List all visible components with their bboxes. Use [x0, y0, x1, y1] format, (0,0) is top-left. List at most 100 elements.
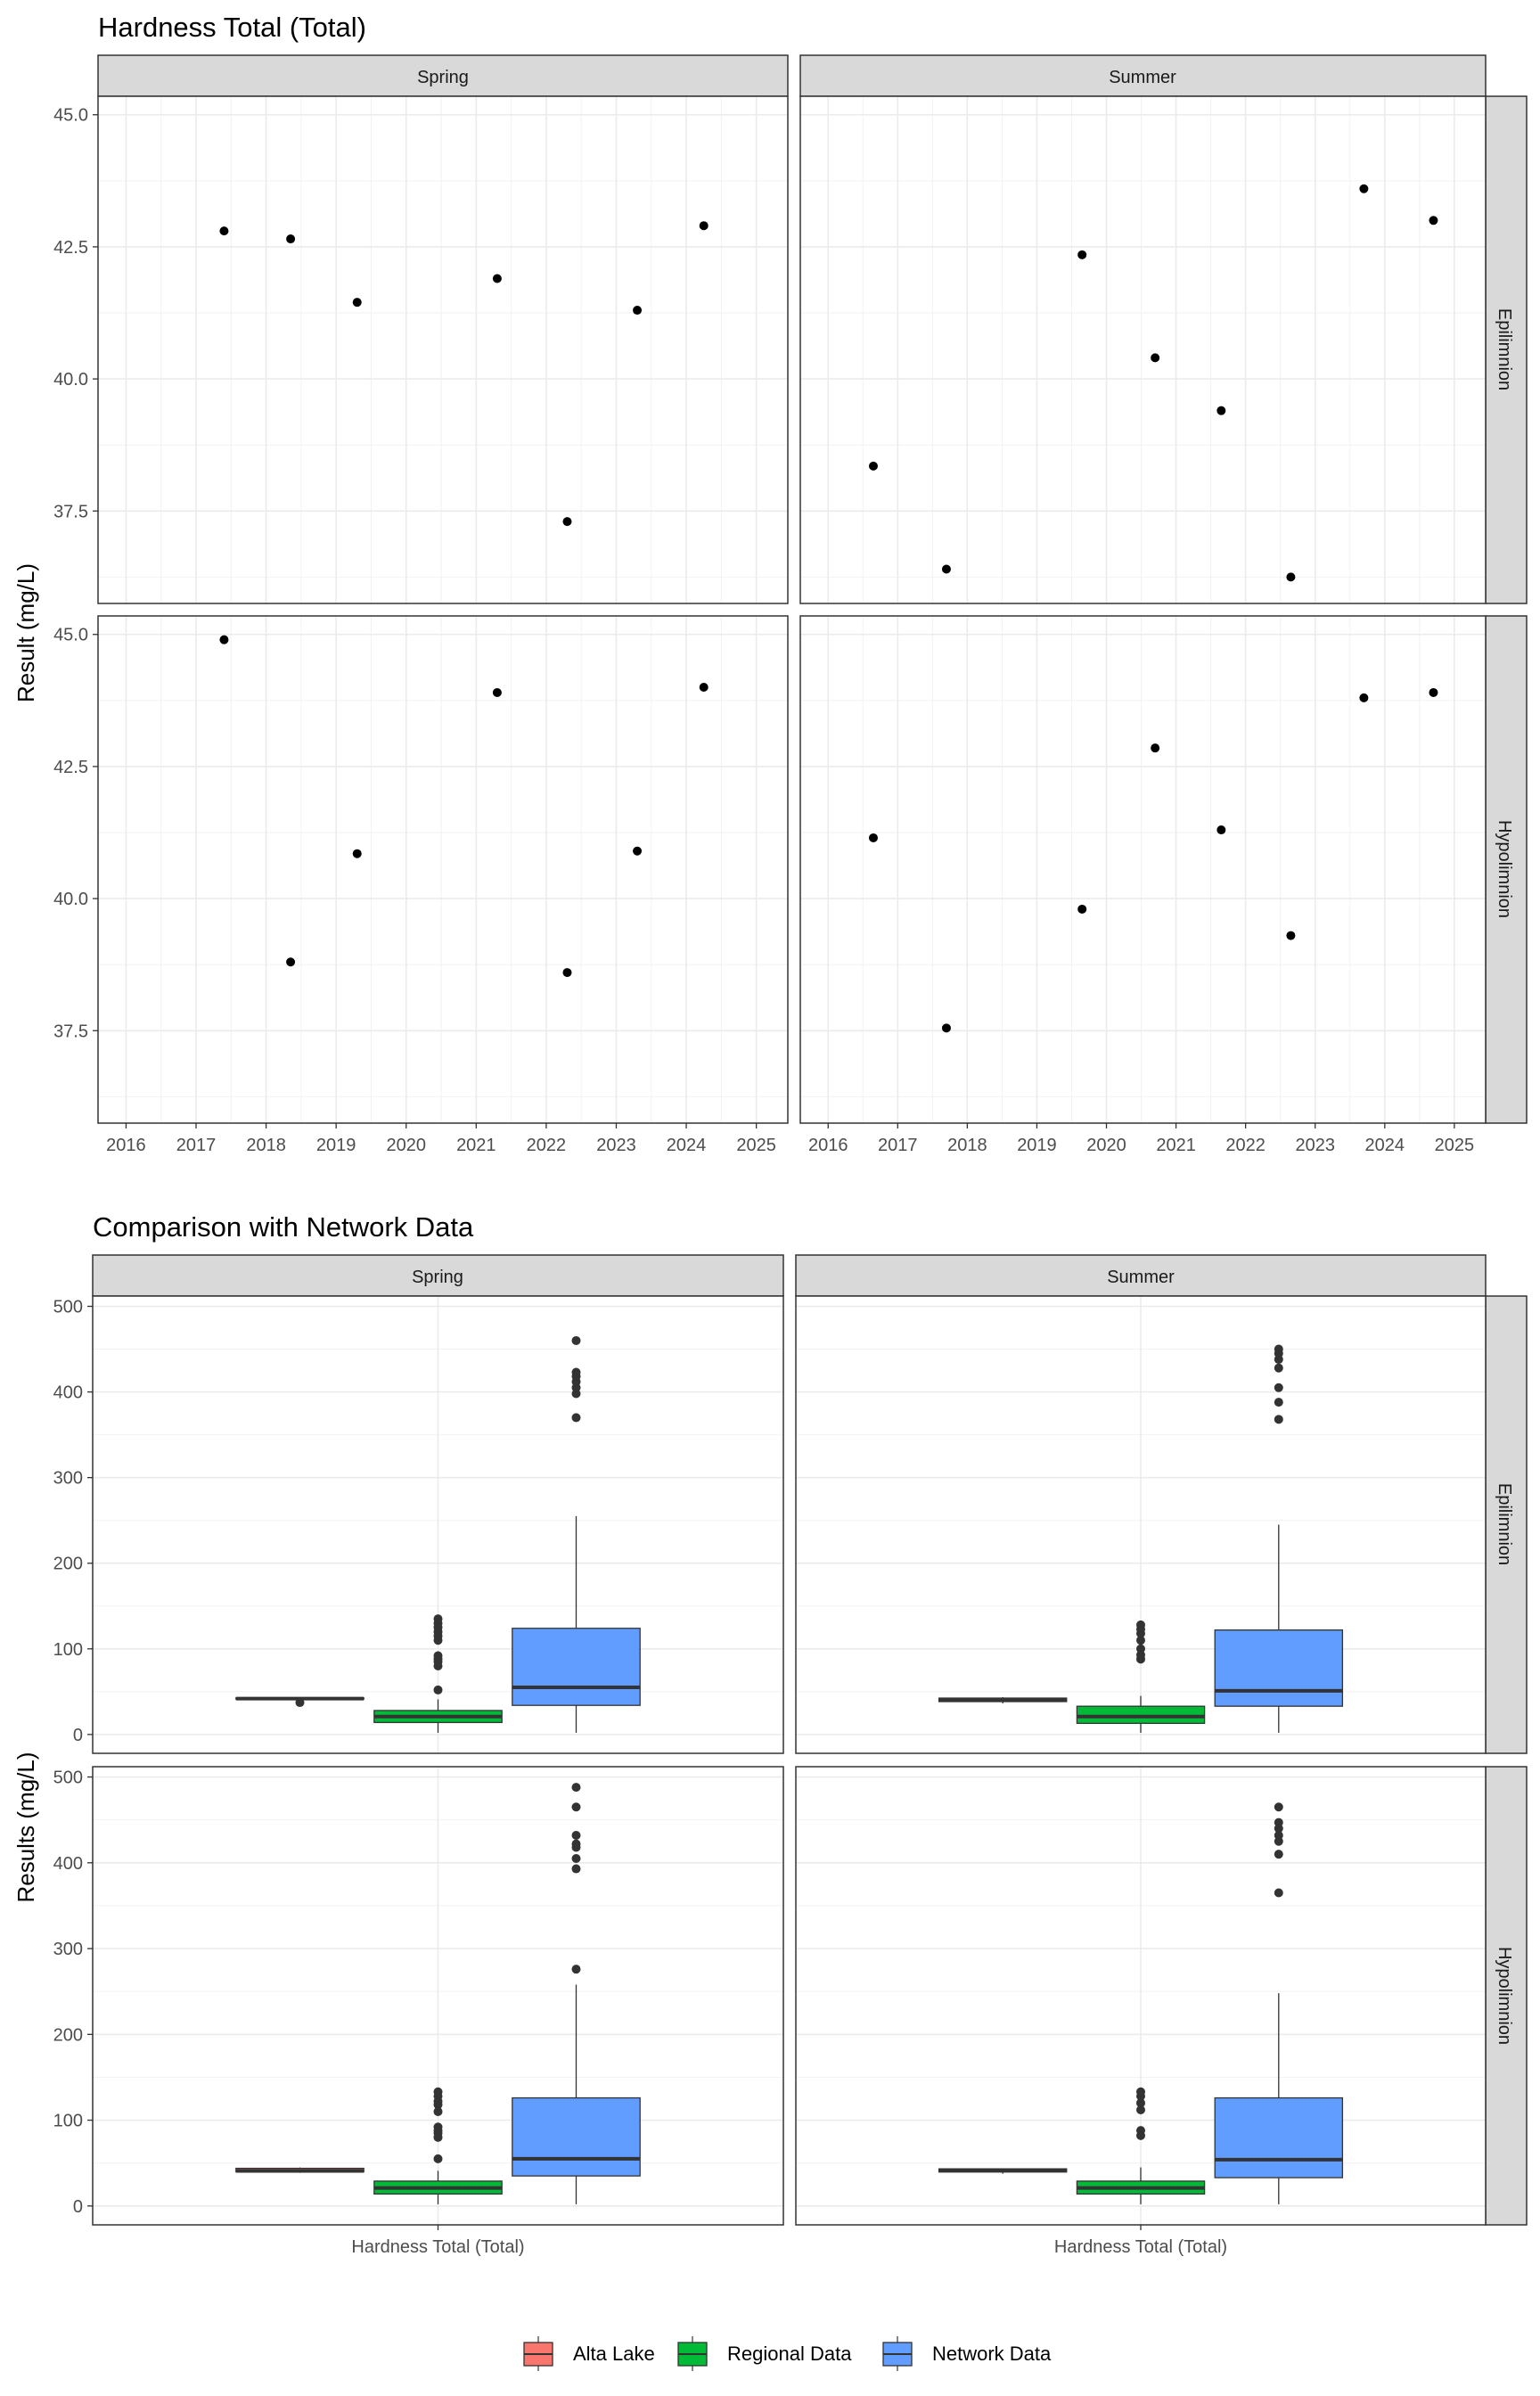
- y-tick-label: 42.5: [53, 238, 88, 258]
- outlier-point-network-data: [571, 1839, 581, 1849]
- data-point: [562, 968, 572, 978]
- outlier-point-regional-data: [1136, 1620, 1145, 1629]
- panel-summer-epilimnion: [795, 1295, 1487, 1754]
- outlier-point-network-data: [1274, 1344, 1283, 1354]
- outlier-point-network-data: [571, 1802, 581, 1812]
- x-category-label-spring: Hardness Total (Total): [351, 2237, 524, 2257]
- y-tick-label: 45.0: [53, 106, 88, 126]
- panel-border: [795, 1295, 1487, 1754]
- data-point: [868, 461, 878, 471]
- data-point: [633, 306, 643, 316]
- box-alta-lake: [938, 1696, 1068, 1703]
- x-tick-label: 2021: [456, 1136, 496, 1155]
- legend-label-alta-lake: Alta Lake: [573, 2343, 655, 2365]
- outlier-point-regional-data: [433, 2087, 443, 2096]
- panel-border: [97, 615, 789, 1124]
- strip-epilimnion: [1485, 95, 1528, 604]
- boxplot-chart: Comparison with Network Data Results (mg…: [12, 1211, 1528, 2371]
- y-tick-label: 37.5: [53, 1022, 88, 1041]
- strip-hypolimnion-label: Hypolimnion: [1495, 820, 1514, 918]
- x-tick-label: 2018: [246, 1136, 286, 1155]
- chart-title: Hardness Total (Total): [98, 12, 366, 43]
- strip-epilimnion-label: Epilimnion: [1495, 308, 1514, 390]
- outlier-point-network-data: [1274, 1398, 1283, 1407]
- box-network-data: [1214, 1344, 1344, 1733]
- outlier-point-network-data: [571, 1965, 581, 1974]
- x-tick-label: 2017: [176, 1136, 217, 1155]
- strip-hypolimnion: [1485, 615, 1528, 1124]
- y-tick-labels-hypolimnion: 0 100 200 300 400 500: [53, 1768, 83, 2217]
- data-point: [219, 226, 229, 236]
- box-alta-lake: [235, 1696, 365, 1708]
- data-point: [352, 298, 362, 308]
- box-regional-data: [1076, 2087, 1206, 2204]
- legend-label-regional-data: Regional Data: [727, 2343, 852, 2365]
- strip-summer-label: Summer: [1107, 1268, 1175, 1287]
- outlier-point-network-data: [1274, 1383, 1283, 1392]
- outlier-point-regional-data: [433, 1651, 443, 1661]
- box-body-network-data: [1214, 2096, 1344, 2179]
- x-tick-label: 2019: [316, 1136, 356, 1155]
- y-tick-labels-epilimnion: 37.5 40.0 42.5 45.0: [53, 106, 88, 522]
- data-point: [286, 234, 296, 244]
- data-point: [1286, 572, 1296, 582]
- box-regional-data: [373, 2087, 503, 2204]
- y-tick-label: 40.0: [53, 370, 88, 390]
- data-point: [1077, 904, 1087, 914]
- data-point: [219, 635, 229, 644]
- x-tick-labels-summer: 2016 2017 2018 2019 2020 2021 2022 2023 …: [808, 1136, 1474, 1155]
- data-point: [1429, 687, 1438, 697]
- outlier-point-network-data: [571, 1864, 581, 1874]
- data-point: [1216, 406, 1226, 415]
- outlier-point-network-data: [571, 1783, 581, 1793]
- box-body-network-data: [512, 2096, 641, 2177]
- box-network-data: [512, 1335, 641, 1733]
- panel-border: [799, 95, 1487, 604]
- outlier-point-network-data: [571, 1335, 581, 1345]
- y-tick-label: 100: [53, 2112, 83, 2131]
- strip-spring-label: Spring: [417, 68, 469, 87]
- y-tick-label: 40.0: [53, 890, 88, 909]
- outlier-point-network-data: [1274, 1888, 1283, 1898]
- panel-summer-hypolimnion: [799, 615, 1487, 1128]
- strip-epilimnion: [1485, 1295, 1528, 1754]
- box-regional-data: [1076, 1620, 1206, 1733]
- data-point: [941, 564, 951, 574]
- y-tick-label: 200: [53, 2025, 83, 2045]
- x-tick-label: 2024: [1365, 1136, 1405, 1155]
- outlier-point-regional-data: [1136, 1636, 1145, 1645]
- legend: Alta Lake Regional Data Network Data: [523, 2336, 1052, 2371]
- chart-title: Comparison with Network Data: [93, 1211, 474, 1243]
- x-tick-label: 2017: [878, 1136, 918, 1155]
- strip-spring: [97, 54, 789, 97]
- panel-background: [800, 616, 1486, 1123]
- data-point: [286, 957, 296, 967]
- y-tick-label: 0: [73, 1726, 83, 1745]
- panel-border: [92, 1295, 784, 1754]
- outlier-point-network-data: [571, 1367, 581, 1377]
- outlier-point-regional-data: [1136, 1644, 1145, 1653]
- y-tick-label: 400: [53, 1383, 83, 1403]
- data-point: [1286, 931, 1296, 940]
- legend-item-alta-lake: Alta Lake: [523, 2336, 655, 2371]
- data-point: [868, 833, 878, 842]
- data-point: [633, 846, 643, 856]
- x-tick-label: 2024: [667, 1136, 707, 1155]
- y-tick-label: 400: [53, 1854, 83, 1874]
- panel-border: [97, 95, 789, 604]
- y-tick-label: 300: [53, 1469, 83, 1489]
- strip-epilimnion-label: Epilimnion: [1495, 1483, 1514, 1565]
- outlier-point-regional-data: [1136, 2098, 1145, 2108]
- x-tick-label: 2016: [106, 1136, 146, 1155]
- box-alta-lake: [938, 2168, 1068, 2174]
- outlier-point-network-data: [571, 1831, 581, 1841]
- x-tick-label: 2023: [1295, 1136, 1335, 1155]
- strip-hypolimnion-label: Hypolimnion: [1495, 1947, 1514, 2045]
- data-point: [492, 687, 502, 697]
- box-body-network-data: [512, 1628, 641, 1706]
- outlier-point-alta-lake: [295, 1698, 305, 1708]
- data-point: [1359, 693, 1369, 702]
- panel-spring-hypolimnion: [87, 1766, 784, 2230]
- data-point: [1359, 184, 1369, 193]
- y-axis-label: Result (mg/L): [12, 563, 39, 702]
